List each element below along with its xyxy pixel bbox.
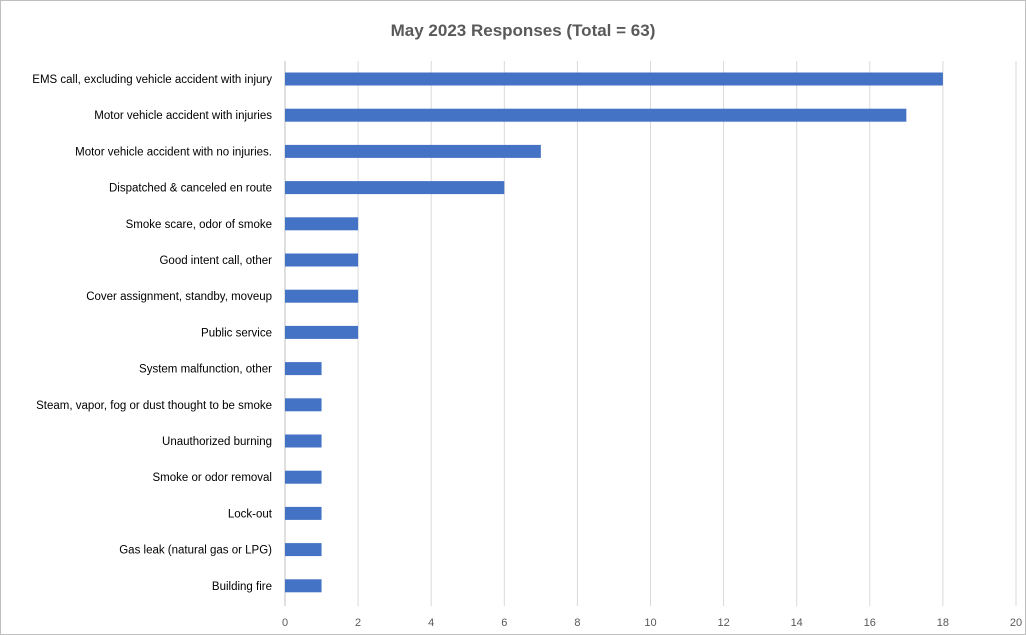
bar <box>285 362 322 376</box>
bar <box>285 470 322 484</box>
category-label: Motor vehicle accident with no injuries. <box>75 146 272 158</box>
category-label: Public service <box>201 327 272 339</box>
bar <box>285 434 322 448</box>
category-label: Smoke or odor removal <box>152 472 272 484</box>
category-label: Gas leak (natural gas or LPG) <box>119 545 272 557</box>
x-tick-label: 18 <box>937 617 949 629</box>
category-label: Smoke scare, odor of smoke <box>126 219 272 231</box>
category-label: Dispatched & canceled en route <box>109 183 272 195</box>
bar <box>285 325 359 339</box>
category-labels: EMS call, excluding vehicle accident wit… <box>32 74 273 593</box>
bar <box>285 217 359 231</box>
x-tick-label: 4 <box>428 617 434 629</box>
x-tick-label: 14 <box>791 617 803 629</box>
x-tick-label: 20 <box>1010 617 1022 629</box>
bar <box>285 579 322 593</box>
category-label: Unauthorized burning <box>162 436 272 448</box>
bars <box>285 72 943 593</box>
x-tick-label: 8 <box>574 617 580 629</box>
bar <box>285 506 322 520</box>
category-label: Cover assignment, standby, moveup <box>86 291 272 303</box>
bar <box>285 181 505 195</box>
x-tick-label: 16 <box>864 617 876 629</box>
category-label: Steam, vapor, fog or dust thought to be … <box>36 400 272 412</box>
chart-title: May 2023 Responses (Total = 63) <box>391 21 656 40</box>
bar <box>285 543 322 557</box>
category-label: System malfunction, other <box>139 364 272 376</box>
x-tick-label: 10 <box>644 617 656 629</box>
x-tick-label: 0 <box>282 617 288 629</box>
category-label: Lock-out <box>228 508 273 520</box>
category-label: Good intent call, other <box>159 255 272 267</box>
bar <box>285 144 541 158</box>
x-tick-label: 2 <box>355 617 361 629</box>
bar <box>285 108 907 122</box>
category-label: EMS call, excluding vehicle accident wit… <box>32 74 272 86</box>
bar <box>285 398 322 412</box>
gridlines <box>284 61 1017 606</box>
x-tick-label: 12 <box>717 617 729 629</box>
x-tick-labels: 0 2 4 6 8 10 12 14 16 18 20 <box>282 617 1022 629</box>
category-label: Building fire <box>212 581 272 593</box>
category-label: Motor vehicle accident with injuries <box>94 110 272 122</box>
bar <box>285 72 943 86</box>
bar <box>285 253 359 267</box>
x-tick-label: 6 <box>501 617 507 629</box>
bar <box>285 289 359 303</box>
